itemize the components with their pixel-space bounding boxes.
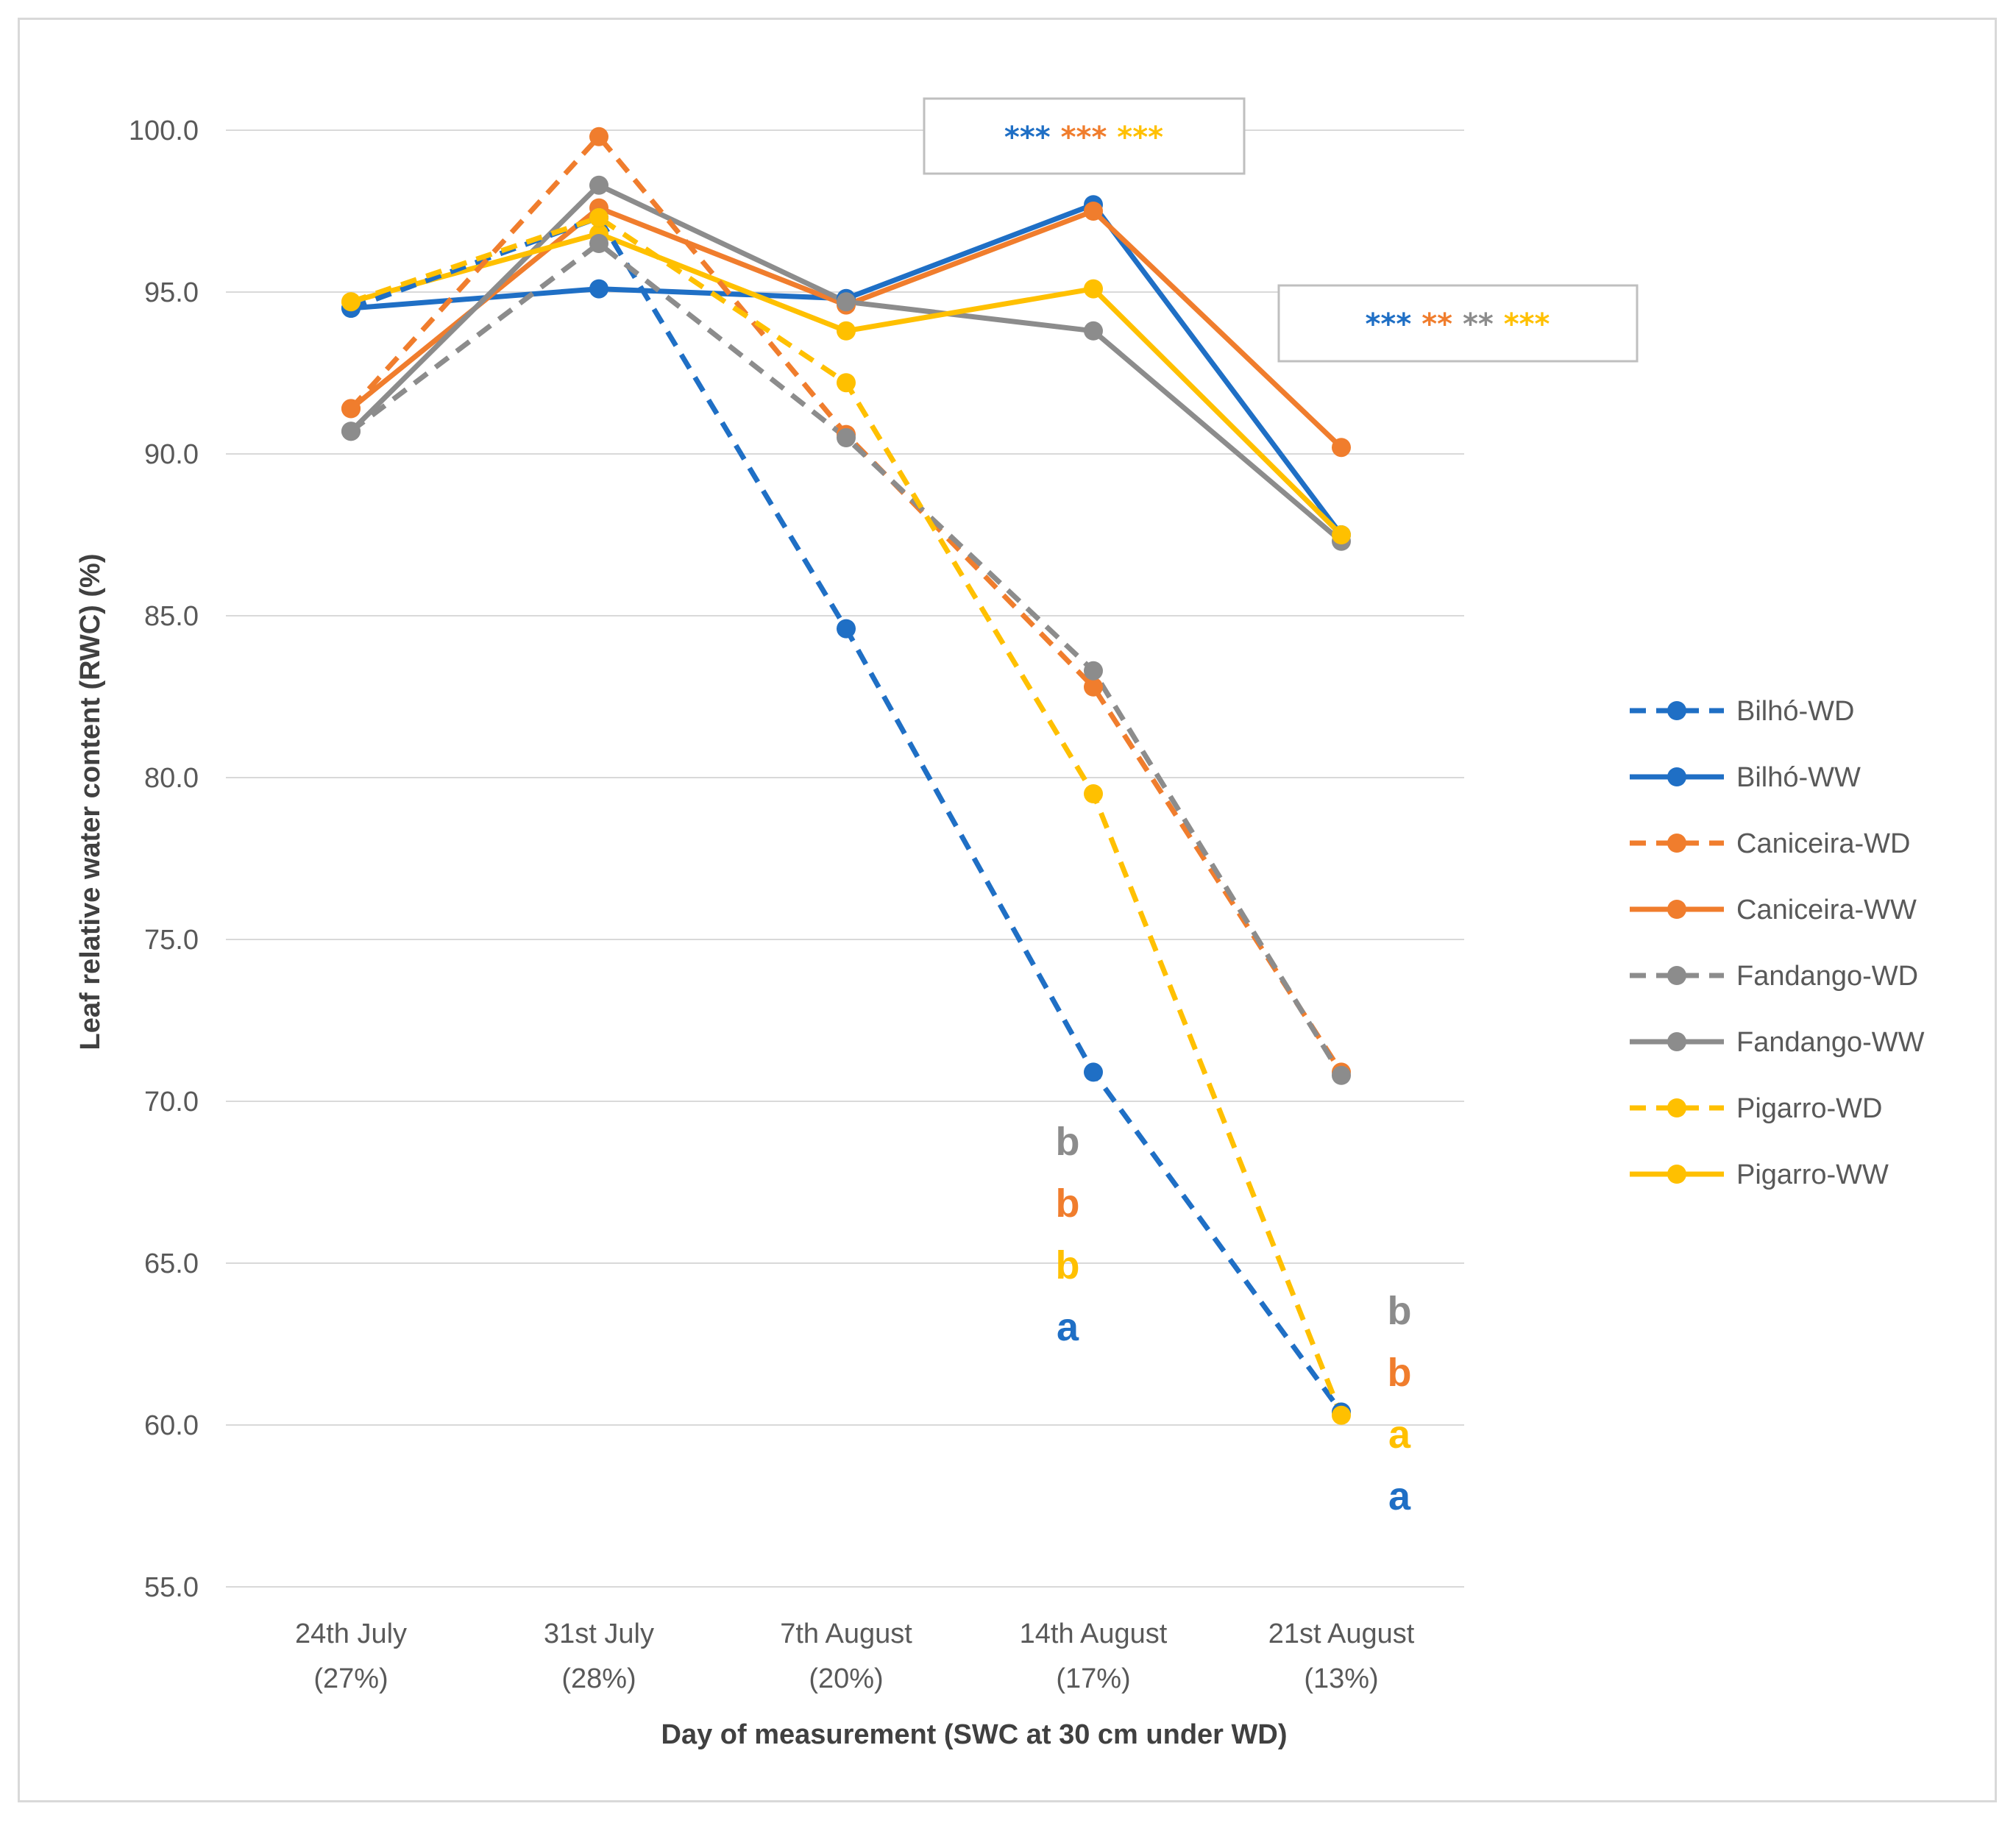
data-point-fandango-wd [341,422,361,441]
legend-swatch-marker [1667,767,1686,786]
significance-box-2 [1277,284,1639,363]
data-point-fandango-wd [1332,1065,1351,1085]
data-point-pigarro-ww [1332,525,1351,544]
x-tick-label: 31st July [544,1618,654,1649]
legend: Bilhó-WD Bilhó-WW Caniceira-WD Caniceira-WW… [1630,696,1925,1190]
y-axis-title: Leaf relative water content (RWC) (%) [75,554,106,1051]
data-point-caniceira-wd [341,399,361,419]
legend-label: Pigarro-WW [1736,1159,1889,1190]
series-points [341,127,1351,1425]
data-point-caniceira-wd [1084,677,1103,697]
group-letter: a [1388,1412,1411,1457]
y-tick-label: 65.0 [144,1248,199,1279]
x-tick-sublabel: (27%) [313,1663,388,1694]
series-line-caniceira-wd [349,134,1344,1074]
data-point-fandango-wd [1084,661,1103,680]
significance-stars: *** [1494,308,1550,341]
y-tick-label: 85.0 [144,601,199,632]
significance-stars: ** [1411,308,1452,341]
x-tick-sublabel: (20%) [809,1663,883,1694]
group-letter: a [1057,1305,1079,1349]
series-line-fandango-ww [349,182,1344,544]
legend-label: Caniceira-WD [1736,828,1910,859]
x-tick-label: 14th August [1020,1618,1168,1649]
significance-box-2-stars: *** ** ** *** [1366,308,1550,341]
data-point-bilh-wd [837,619,856,639]
significance-stars: *** [1051,121,1107,154]
significance-stars: ** [1452,308,1494,341]
group-letter: b [1388,1351,1412,1395]
significance-stars: *** [1107,121,1163,154]
legend-label: Bilhó-WW [1736,762,1861,793]
x-axis-title: Day of measurement (SWC at 30 cm under W… [661,1719,1288,1750]
data-point-bilh-wd [1084,1062,1103,1082]
legend-label: Pigarro-WD [1736,1093,1882,1124]
y-tick-label: 95.0 [144,277,199,308]
legend-swatch-marker [1667,900,1686,919]
series-line-fandango-wd [349,241,1344,1077]
legend-label: Bilhó-WD [1736,696,1854,727]
legend-swatch-marker [1667,1032,1686,1051]
group-letter: a [1388,1474,1411,1518]
y-tick-label: 75.0 [144,925,199,956]
group-letter: b [1056,1243,1080,1287]
data-point-pigarro-wd [1084,784,1103,803]
legend-label: Caniceira-WW [1736,895,1917,925]
significance-box-1-stars: *** *** *** [1004,121,1163,154]
significance-stars: *** [1366,308,1412,341]
data-point-fandango-wd [837,428,856,447]
x-tick-label: 7th August [780,1618,912,1649]
data-point-pigarro-wd [589,207,608,227]
data-point-fandango-wd [589,234,608,253]
y-tick-label: 90.0 [144,439,199,470]
data-point-pigarro-wd [837,373,856,393]
x-axis-tick-labels: 24th July (27%) 31st July (28%) 7th August (2… [295,1618,1415,1694]
x-tick-label: 21st August [1268,1618,1415,1649]
y-tick-label: 100.0 [129,116,199,146]
significance-stars: *** [1004,121,1051,154]
data-point-pigarro-wd [341,292,361,312]
data-point-pigarro-wd [1332,1405,1351,1425]
data-point-fandango-ww [1084,321,1103,341]
series-line-bilh-ww [350,202,1344,537]
data-point-pigarro-ww [837,321,856,341]
y-tick-label: 60.0 [144,1410,199,1441]
series-line-pigarro-wd [349,215,1344,1417]
legend-swatch-marker [1667,1098,1686,1117]
x-tick-sublabel: (13%) [1304,1663,1378,1694]
y-axis-tick-labels: 55.0 60.0 65.0 70.0 75.0 80.0 85.0 90.0 95.0 100.… [129,116,199,1603]
data-point-pigarro-ww [1084,279,1103,299]
data-point-caniceira-ww [1084,202,1103,221]
legend-swatch-marker [1667,834,1686,853]
data-point-fandango-ww [589,175,608,195]
legend-label: Fandango-WW [1736,1027,1925,1058]
group-letter: b [1388,1289,1412,1333]
significance-box-1 [923,97,1246,175]
legend-swatch-marker [1667,966,1686,985]
data-point-caniceira-wd [589,127,608,146]
series-line-bilh-wd [349,215,1344,1414]
group-letter: b [1056,1120,1080,1164]
y-tick-label: 80.0 [144,763,199,794]
x-tick-label: 24th July [295,1618,407,1649]
y-tick-label: 55.0 [144,1572,199,1603]
data-point-bilh-ww [589,279,608,299]
y-tick-label: 70.0 [144,1087,199,1117]
data-point-caniceira-ww [1332,438,1351,458]
x-tick-sublabel: (28%) [561,1663,636,1694]
data-point-fandango-ww [837,292,856,312]
group-letter: b [1056,1181,1080,1226]
legend-swatch-marker [1667,701,1686,720]
legend-swatch-marker [1667,1165,1686,1184]
legend-label: Fandango-WD [1736,961,1918,992]
x-tick-sublabel: (17%) [1056,1663,1130,1694]
